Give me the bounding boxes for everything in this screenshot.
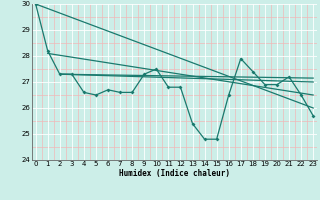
X-axis label: Humidex (Indice chaleur): Humidex (Indice chaleur) (119, 169, 230, 178)
